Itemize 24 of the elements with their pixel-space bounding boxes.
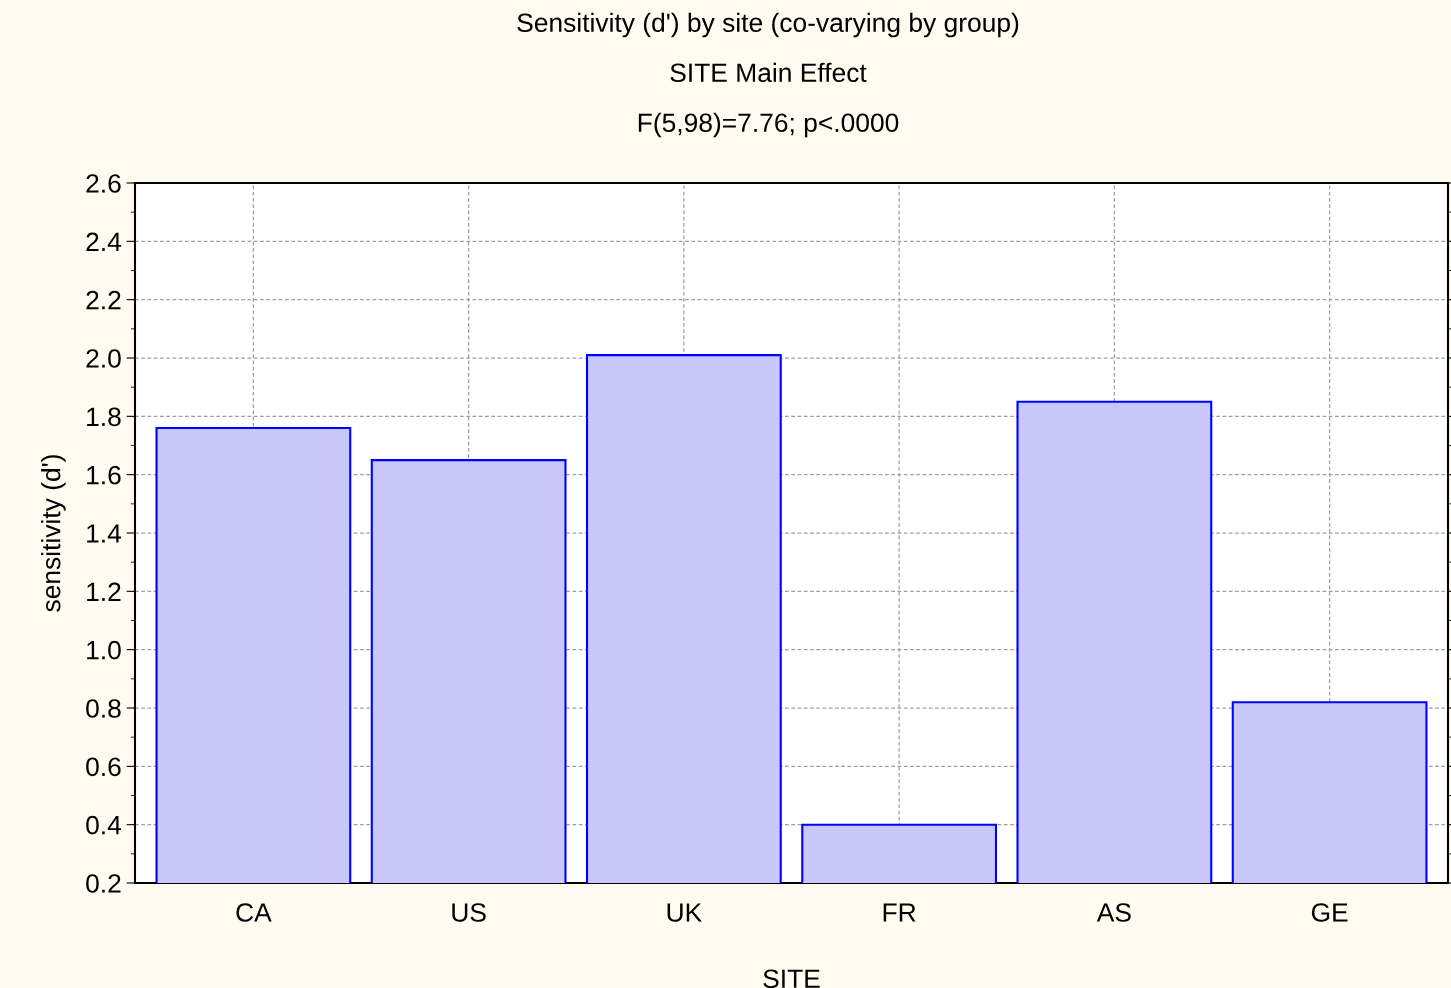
y-tick-label: 0.8 (86, 699, 121, 718)
x-axis-title: SITE (763, 969, 820, 988)
x-tick-label: GE (1311, 903, 1348, 922)
x-tick-label: FR (883, 903, 916, 922)
chart-subtitle: SITE Main Effect (670, 62, 867, 83)
chart-title: Sensitivity (d') by site (co-varying by group) (517, 12, 1019, 38)
text: F(5,98)=7.76; p<.0000 (638, 112, 899, 138)
y-tick-label: 1.2 (87, 582, 121, 601)
x-tick-label: AS (1096, 903, 1131, 922)
y-tick-label: 1.8 (87, 407, 121, 427)
y-tick-label: 2.0 (86, 349, 121, 368)
y-tick-label: 2.2 (86, 290, 121, 310)
y-tick-label: 0.4 (86, 815, 122, 835)
y-tick-label: 1.6 (87, 465, 121, 485)
y-tick-label: 0.2 (86, 874, 121, 893)
y-axis-title: sensitivity (d') (41, 455, 66, 612)
x-tick-label: UK (667, 903, 702, 922)
y-tick-label: 1.4 (87, 524, 122, 543)
y-tick-label: 2.4 (86, 232, 122, 251)
y-tick-label: 1.0 (87, 640, 121, 660)
x-tick-label: CA (236, 903, 272, 922)
y-tick-label: 2.6 (86, 174, 121, 193)
y-tick-label: 0.6 (86, 757, 121, 777)
x-tick-label: US (452, 903, 486, 922)
